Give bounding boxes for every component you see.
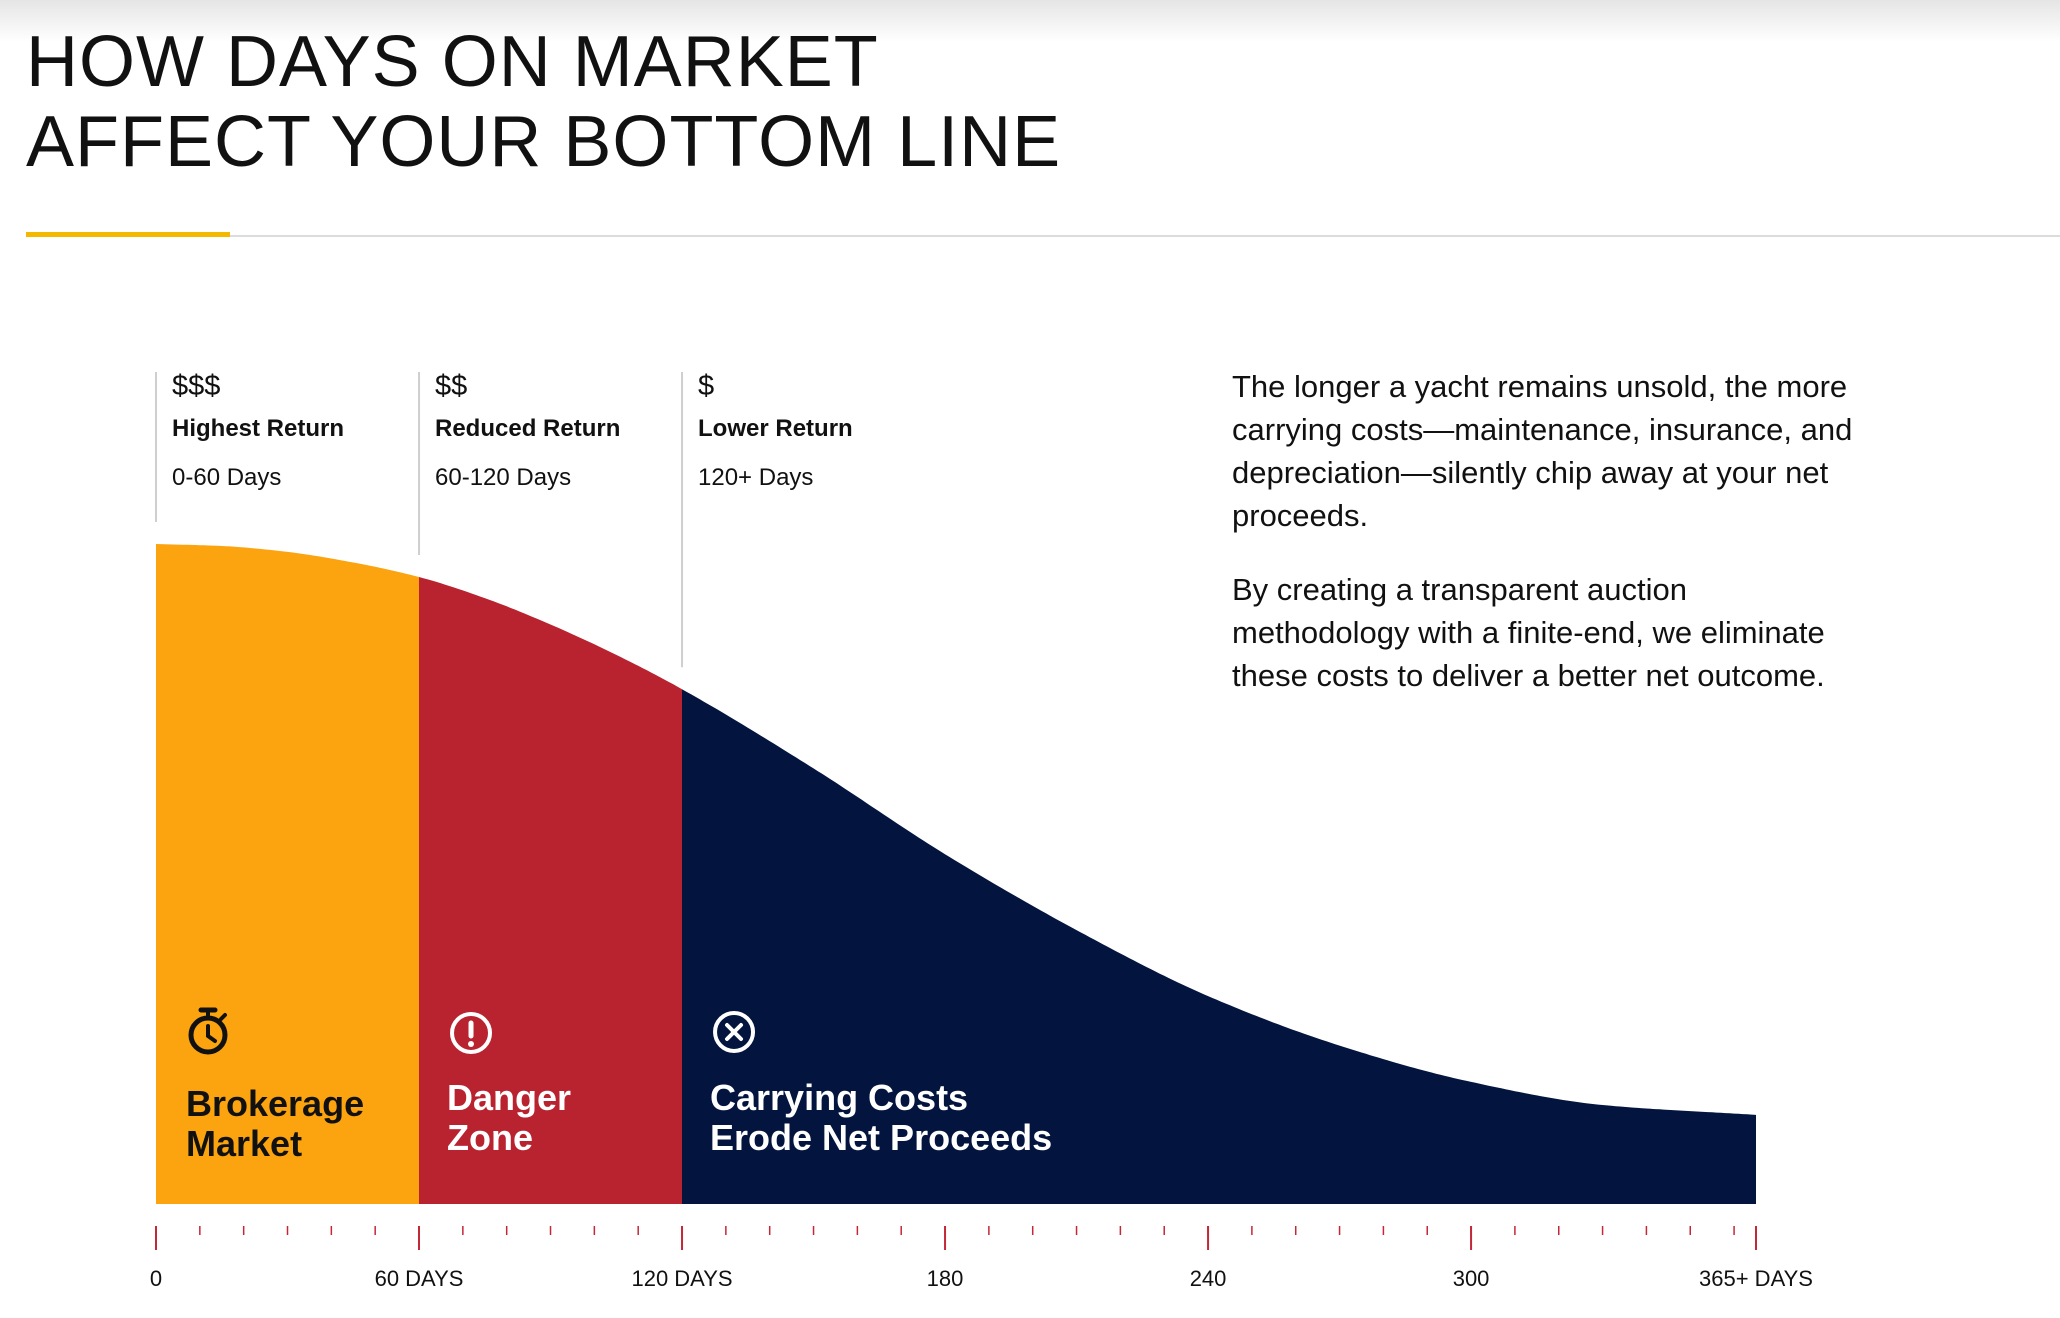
x-circle-icon — [713, 1011, 756, 1053]
zone-area-3 — [682, 689, 1756, 1204]
x-tick-label: 365+ DAYS — [1699, 1266, 1813, 1291]
zone-name-3-line-1: Carrying Costs — [710, 1077, 968, 1118]
stopwatch-button — [219, 1013, 227, 1021]
description-paragraph-1: The longer a yacht remains unsold, the m… — [1232, 369, 1853, 533]
x-tick-label: 120 DAYS — [631, 1266, 732, 1291]
zone-name-3-line-2: Erode Net Proceeds — [710, 1117, 1052, 1158]
page-title-line-1: HOW DAYS ON MARKET — [26, 22, 879, 102]
zone-area-1 — [156, 544, 419, 1204]
zone-name-1-line-2: Market — [186, 1123, 302, 1164]
x-tick-label: 240 — [1190, 1266, 1227, 1291]
zone-return-label-3: Lower Return — [698, 415, 853, 442]
stopwatch-hands — [206, 1024, 217, 1043]
zone-return-symbol-1: $$$ — [172, 370, 220, 402]
zone-name-2-line-2: Zone — [447, 1117, 533, 1158]
zone-return-symbol-3: $ — [698, 370, 714, 402]
x-tick-label: 60 DAYS — [375, 1266, 464, 1291]
zone-range-label-3: 120+ Days — [698, 464, 813, 491]
alert-circle-icon — [450, 1012, 493, 1054]
title-divider — [26, 235, 2060, 237]
alert-dot — [468, 1041, 475, 1047]
description-paragraph-2: By creating a transparent auction method… — [1232, 572, 1825, 693]
zone-return-label-2: Reduced Return — [435, 415, 620, 442]
x-stroke-b — [725, 1023, 744, 1041]
alert-circle-ring — [450, 1012, 493, 1054]
zone-range-label-2: 60-120 Days — [435, 464, 571, 491]
page-title-line-2: AFFECT YOUR BOTTOM LINE — [26, 102, 1062, 182]
x-circle-ring — [713, 1011, 756, 1053]
zone-return-label-1: Highest Return — [172, 415, 344, 442]
x-tick-label: 300 — [1453, 1266, 1490, 1291]
zone-name-2-line-1: Danger — [447, 1077, 571, 1118]
zone-range-label-1: 0-60 Days — [172, 464, 281, 491]
zone-return-symbol-2: $$ — [435, 370, 467, 402]
x-tick-label: 0 — [150, 1266, 162, 1291]
page-title: HOW DAYS ON MARKET AFFECT YOUR BOTTOM LI… — [26, 22, 1061, 182]
title-accent-bar — [26, 232, 230, 237]
x-tick-label: 180 — [927, 1266, 964, 1291]
zone-name-1-line-1: Brokerage — [186, 1083, 364, 1124]
top-shadow — [0, 0, 2060, 42]
stopwatch-icon — [188, 1007, 228, 1055]
